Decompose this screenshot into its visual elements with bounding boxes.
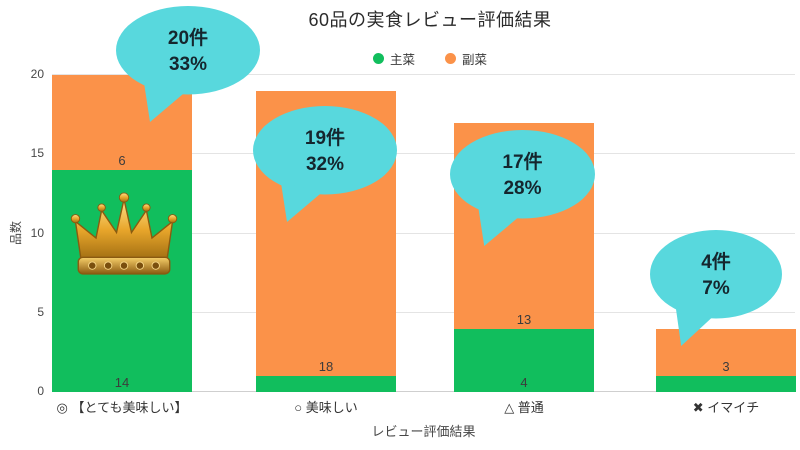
y-tick-label: 15 (30, 146, 44, 161)
legend-dot-side-icon (445, 53, 456, 64)
callout-text: 17件 28% (502, 152, 543, 200)
legend-dot-main-icon (372, 53, 384, 64)
legend: 主菜 副菜 (60, 49, 800, 68)
x-tick-label: ○ 美味しい (294, 400, 358, 415)
callout-text: 20件 33% (167, 28, 209, 76)
bar-segment-label: 6 (118, 153, 126, 169)
legend-label-side: 副菜 (462, 53, 488, 67)
legend-label-main: 主菜 (389, 53, 415, 67)
chart-title: 60品の実食レビュー評価結果 (308, 10, 552, 30)
callout-text: 4件 7% (701, 252, 731, 300)
bar-segment-main (454, 328, 594, 392)
gridline (52, 391, 795, 392)
bar-segment-label: 14 (114, 375, 130, 390)
bar-segment-label: 18 (318, 359, 334, 375)
callout-text: 19件 32% (304, 128, 346, 176)
gridline (52, 74, 795, 75)
gridline (52, 311, 795, 313)
bar-segment-side (656, 328, 796, 377)
x-tick-label: △ 普通 (504, 400, 544, 415)
bar-segment-main (256, 376, 396, 392)
x-tick-label: ◎ 【とても美味しい】 (56, 400, 188, 415)
gridline (52, 153, 795, 155)
callout-bubble: 4件 7% (650, 230, 782, 348)
callout-bubble: 17件 28% (450, 130, 595, 248)
x-axis-title: レビュー評価結果 (371, 424, 476, 439)
callout-bubble: 19件 32% (253, 106, 397, 224)
bar-segment-label: 4 (520, 375, 528, 390)
bar-segment-main (656, 376, 796, 392)
gridline (52, 232, 795, 234)
y-tick-label: 0 (37, 384, 44, 398)
legend-item-main-dish: 主菜 (372, 49, 415, 68)
crown-icon (70, 192, 178, 275)
legend-item-side-dish: 副菜 (445, 49, 487, 68)
y-tick-label: 5 (37, 304, 44, 319)
callout-bubble: 20件 33% (116, 6, 260, 124)
y-tick-label: 20 (30, 67, 44, 81)
bar-segment-label: 3 (722, 359, 730, 375)
bar-segment-label: 13 (516, 311, 532, 327)
x-tick-label: ✖ イマイチ (692, 400, 760, 415)
y-tick-label: 10 (30, 225, 44, 240)
